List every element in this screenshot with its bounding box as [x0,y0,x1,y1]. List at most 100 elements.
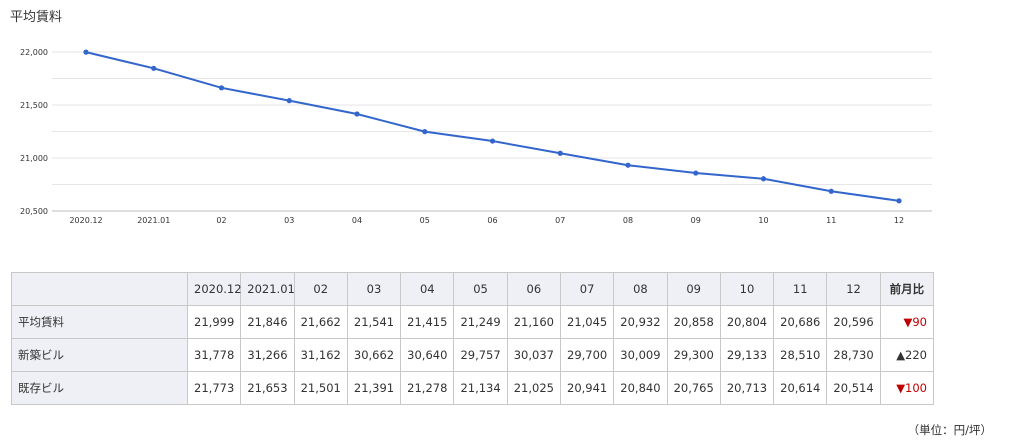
table-cell: 20,804 [719,305,775,339]
column-header: 10 [719,272,775,306]
chart-title: 平均賃料 [10,10,63,25]
x-axis-labels: 2020.12 2021.01 02 03 04 05 06 07 08 09 10 11 12 [69,216,904,225]
x-tick-label: 02 [216,216,226,225]
x-tick-label: 03 [284,216,294,225]
data-point [354,111,360,117]
x-tick-label: 05 [420,216,430,225]
data-point [218,85,225,91]
column-header: 12 [826,272,881,306]
column-header: 11 [773,272,828,306]
table-cell: 20,941 [559,371,615,405]
y-tick-label: 21,000 [20,154,48,163]
column-header: 2020.12 [186,272,242,306]
column-header: 2021.01 [240,272,295,306]
x-tick-label: 09 [691,216,701,225]
table-row: 平均賃料 21,999 21,846 21,662 21,541 21,415 21,249… [11,305,935,339]
table-cell: 21,160 [506,305,561,339]
data-point [828,188,834,194]
x-tick-label: 07 [555,216,565,225]
table-cell: 21,278 [400,371,455,405]
data-point [422,129,428,135]
table-cell: 29,700 [559,338,615,372]
table-cell: 30,640 [400,338,455,372]
data-point [489,138,496,144]
table-cell: 29,300 [666,338,721,372]
table-cell: 21,415 [400,305,455,339]
column-header: 05 [453,272,508,306]
line-chart: 22,000 21,500 21,000 20,500 2020.12 2021.01 0… [20,48,932,225]
data-points [83,49,902,204]
table-cell: 30,037 [506,338,561,372]
row-label: 既存ビル [11,371,188,405]
row-label: 平均賃料 [11,305,188,339]
table-cell: 30,009 [613,338,668,372]
table-cell: 31,162 [293,338,348,372]
diff-cell: ▼100 [879,371,935,405]
table-row: 既存ビル 21,773 21,653 21,501 21,391 21,278 21,134… [11,371,935,405]
table-cell: 21,662 [293,305,348,339]
x-tick-label: 10 [758,216,768,225]
column-header: 08 [613,272,668,306]
table-body: 平均賃料 21,999 21,846 21,662 21,541 21,415 21,249… [11,305,935,405]
table-row: 新築ビル 31,778 31,266 31,162 30,662 30,640 29,757… [11,338,935,372]
table-cell: 31,778 [186,338,242,372]
table-cell: 20,514 [826,371,881,405]
table-cell: 21,134 [453,371,508,405]
diff-column-header: 前月比 [879,272,935,306]
data-point [286,98,292,104]
table-cell: 21,045 [559,305,615,339]
chart-grid [52,51,932,212]
data-point [760,176,767,182]
x-tick-label: 06 [487,216,497,225]
table-cell: 30,662 [346,338,402,372]
table-cell: 21,846 [240,305,295,339]
data-point [83,49,89,55]
y-tick-label: 22,000 [20,48,48,57]
table-cell: 20,686 [773,305,828,339]
x-tick-label: 12 [894,216,904,225]
x-tick-label: 2021.01 [137,216,170,225]
column-header: 03 [346,272,402,306]
x-tick-label: 2020.12 [69,216,102,225]
data-table: 2020.12 2021.01 02 03 04 05 06 07 08 09 10 11 12 前月比 … [11,272,935,405]
data-point [896,198,902,204]
diff-cell: ▼90 [879,305,935,339]
y-tick-label: 21,500 [20,101,48,110]
table-cell: 20,713 [719,371,775,405]
table-cell: 21,541 [346,305,402,339]
column-header: 04 [400,272,455,306]
table-cell: 21,391 [346,371,402,405]
table-cell: 21,249 [453,305,508,339]
header-corner [11,272,188,306]
x-tick-label: 11 [826,216,836,225]
series-line [85,51,900,202]
unit-note: （単位：円/坪） [907,423,992,437]
table-cell: 20,932 [613,305,668,339]
table-header-row: 2020.12 2021.01 02 03 04 05 06 07 08 09 10 11 12 前月比 [11,272,935,306]
table-cell: 21,653 [240,371,295,405]
column-header: 09 [666,272,721,306]
y-axis-labels: 22,000 21,500 21,000 20,500 [20,48,48,216]
table-cell: 29,757 [453,338,508,372]
table-cell: 31,266 [240,338,295,372]
table-cell: 20,858 [666,305,721,339]
data-point [693,170,699,176]
column-header: 02 [293,272,348,306]
data-point [151,65,157,71]
table-cell: 20,596 [826,305,881,339]
table-cell: 21,999 [186,305,242,339]
table-cell: 28,510 [773,338,828,372]
table-cell: 21,501 [293,371,348,405]
x-tick-label: 04 [352,216,362,225]
table-cell: 20,614 [773,371,828,405]
column-header: 06 [506,272,561,306]
table-cell: 20,840 [613,371,668,405]
table-cell: 29,133 [719,338,775,372]
table-cell: 21,025 [506,371,561,405]
y-tick-label: 20,500 [20,207,48,216]
data-point [557,150,563,156]
row-label: 新築ビル [11,338,188,372]
x-tick-label: 08 [623,216,633,225]
table-cell: 20,765 [666,371,721,405]
table-cell: 28,730 [826,338,881,372]
